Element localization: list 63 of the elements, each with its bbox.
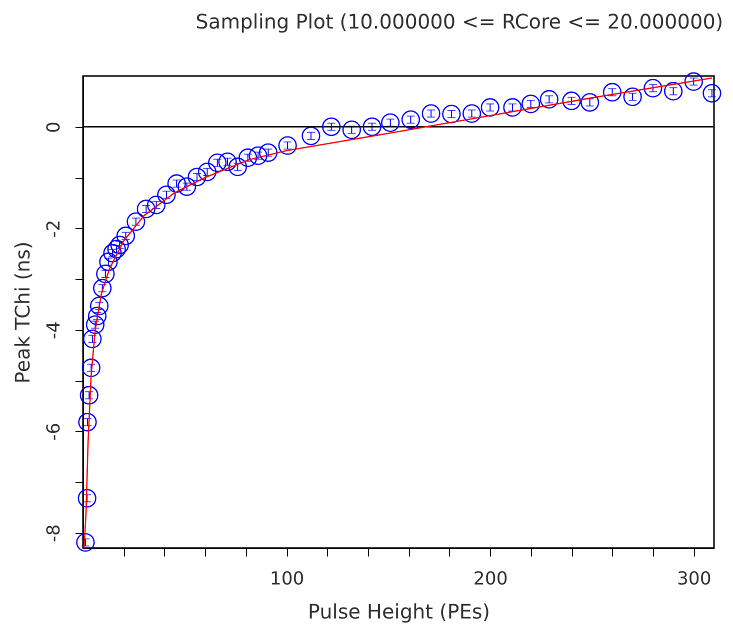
point bbox=[78, 412, 97, 432]
point bbox=[136, 200, 156, 218]
x-axis-title: Pulse Height (PEs) bbox=[308, 600, 490, 624]
point bbox=[83, 330, 102, 348]
point bbox=[99, 252, 118, 272]
y-axis-title: Peak TChi (ns) bbox=[10, 241, 34, 384]
point bbox=[146, 196, 166, 214]
point bbox=[116, 226, 136, 246]
point bbox=[521, 94, 540, 114]
point bbox=[401, 110, 420, 129]
point bbox=[258, 143, 278, 162]
point bbox=[442, 104, 461, 124]
point bbox=[602, 82, 622, 102]
point bbox=[76, 533, 95, 552]
point bbox=[93, 278, 112, 298]
point bbox=[178, 177, 196, 196]
point bbox=[664, 82, 683, 101]
point bbox=[238, 148, 258, 168]
x-tick-label: 100 bbox=[270, 568, 304, 590]
point bbox=[218, 152, 237, 172]
point bbox=[90, 296, 109, 316]
point bbox=[80, 386, 98, 405]
point bbox=[362, 117, 382, 136]
point bbox=[540, 90, 558, 109]
x-tick-label: 200 bbox=[473, 568, 508, 590]
point bbox=[126, 212, 146, 231]
point bbox=[208, 153, 227, 172]
point bbox=[302, 126, 320, 146]
point bbox=[110, 236, 129, 254]
point bbox=[198, 162, 216, 182]
point bbox=[562, 92, 581, 110]
point bbox=[422, 104, 440, 123]
point bbox=[188, 168, 206, 186]
y-tick-label: -4 bbox=[44, 321, 64, 340]
point bbox=[702, 84, 722, 103]
point bbox=[78, 488, 96, 508]
y-tick-label: -2 bbox=[44, 220, 64, 238]
point bbox=[480, 98, 500, 117]
y-tick-label: 0 bbox=[44, 122, 64, 133]
point bbox=[107, 240, 126, 258]
point bbox=[157, 185, 176, 204]
x-tick-label: 300 bbox=[676, 568, 712, 590]
y-tick-label: -6 bbox=[44, 422, 64, 441]
chart-title: Sampling Plot (10.000000 <= RCore <= 20.000000) bbox=[196, 9, 724, 34]
point bbox=[278, 136, 297, 155]
point bbox=[82, 358, 100, 378]
point bbox=[462, 104, 482, 123]
point bbox=[381, 113, 400, 132]
point bbox=[86, 315, 105, 334]
point bbox=[623, 88, 642, 106]
point bbox=[96, 264, 115, 284]
point bbox=[103, 244, 122, 262]
point bbox=[580, 93, 600, 112]
point bbox=[322, 117, 341, 136]
point bbox=[248, 146, 268, 165]
point bbox=[228, 158, 248, 176]
point bbox=[88, 306, 107, 326]
point bbox=[684, 72, 703, 91]
y-tick-label: -8 bbox=[44, 524, 64, 542]
point bbox=[342, 120, 361, 140]
point bbox=[503, 98, 522, 117]
point bbox=[167, 174, 186, 193]
point bbox=[644, 78, 662, 98]
